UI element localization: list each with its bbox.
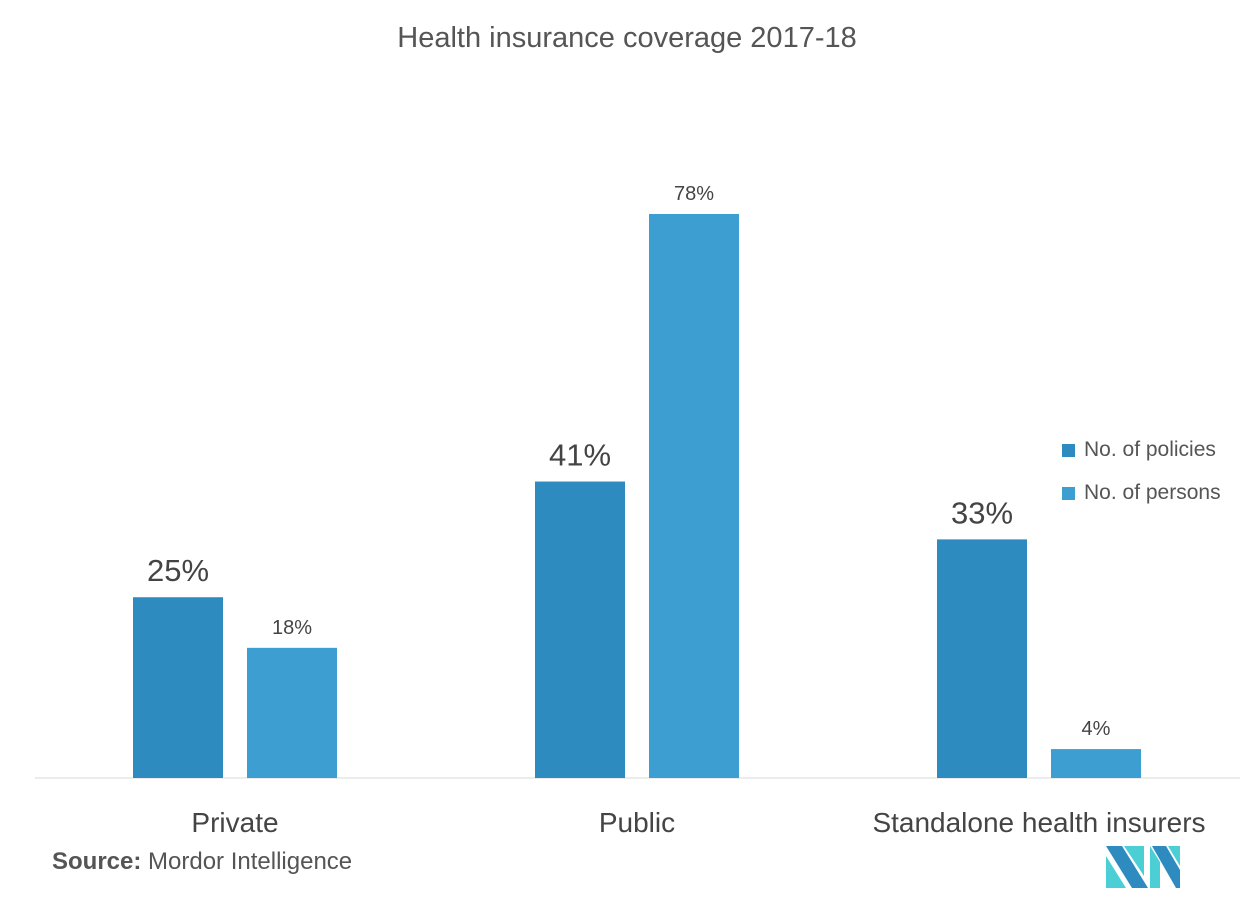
legend-swatch-persons [1062,486,1075,500]
data-label-persons-0: 18% [272,617,312,639]
bar-policies-0 [133,597,223,778]
legend-label-persons: No. of persons [1084,481,1221,504]
data-label-policies-2: 33% [951,495,1013,530]
bar-persons-2 [1051,749,1141,778]
category-label-2: Standalone health insurers [872,807,1205,838]
data-label-persons-2: 4% [1082,718,1111,740]
category-label-0: Private [191,807,278,838]
legend-swatch-policies [1062,443,1075,457]
data-label-policies-1: 41% [549,438,611,473]
bar-policies-1 [535,481,625,778]
legend-label-policies: No. of policies [1084,438,1216,461]
data-label-persons-1: 78% [674,183,714,205]
bar-persons-1 [649,214,739,778]
bar-policies-2 [937,539,1027,778]
category-label-1: Public [599,807,675,838]
legend-item-policies: No. of policies [1062,438,1216,462]
chart-title: Health insurance coverage 2017-18 [397,22,857,54]
legend-item-persons: No. of persons [1062,481,1221,505]
mordor-intelligence-logo [1106,846,1180,888]
source-label: Source: [52,848,142,875]
data-label-policies-0: 25% [147,553,209,588]
bar-persons-0 [247,647,337,778]
source-text: Mordor Intelligence [148,848,353,875]
source-note: Source: Mordor Intelligence [52,848,352,876]
